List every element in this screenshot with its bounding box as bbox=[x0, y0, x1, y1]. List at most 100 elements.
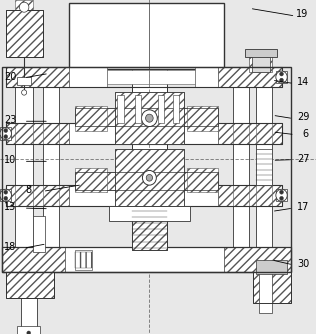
Bar bbox=[15, 88, 33, 272]
Circle shape bbox=[0, 128, 11, 140]
Circle shape bbox=[4, 135, 8, 139]
Bar bbox=[253, 272, 291, 303]
Bar bbox=[6, 185, 69, 205]
Bar bbox=[256, 185, 272, 205]
Bar bbox=[132, 205, 167, 250]
Bar bbox=[115, 149, 184, 205]
Bar bbox=[195, 67, 218, 88]
Text: 23: 23 bbox=[4, 115, 16, 125]
Bar bbox=[6, 185, 282, 205]
Bar bbox=[0, 128, 11, 140]
Text: 19: 19 bbox=[296, 9, 308, 19]
Bar bbox=[233, 185, 249, 205]
Bar bbox=[75, 172, 218, 190]
Circle shape bbox=[146, 114, 153, 122]
Bar bbox=[69, 3, 224, 69]
Bar bbox=[6, 10, 43, 56]
Bar bbox=[135, 95, 141, 123]
Bar bbox=[2, 246, 291, 272]
Bar bbox=[17, 326, 40, 334]
Bar bbox=[218, 123, 282, 144]
Bar bbox=[249, 54, 272, 72]
Bar bbox=[233, 123, 249, 144]
Bar bbox=[17, 77, 31, 85]
Bar bbox=[256, 149, 272, 185]
Bar bbox=[69, 185, 218, 205]
Bar bbox=[15, 185, 33, 205]
Bar bbox=[43, 88, 58, 272]
Bar bbox=[224, 246, 291, 272]
Bar bbox=[252, 56, 270, 72]
Bar bbox=[75, 250, 92, 270]
Circle shape bbox=[280, 190, 283, 194]
Circle shape bbox=[142, 110, 157, 127]
Bar bbox=[0, 189, 11, 201]
Circle shape bbox=[4, 196, 8, 200]
Bar bbox=[233, 88, 249, 272]
Bar bbox=[253, 272, 291, 303]
Text: 18: 18 bbox=[4, 242, 16, 252]
Bar bbox=[65, 246, 224, 272]
Bar bbox=[75, 168, 107, 192]
Bar bbox=[15, 0, 33, 10]
Bar bbox=[2, 67, 291, 272]
Bar bbox=[75, 108, 218, 126]
Circle shape bbox=[280, 78, 283, 82]
Bar bbox=[6, 123, 282, 144]
Bar bbox=[6, 123, 69, 144]
Bar bbox=[6, 67, 282, 88]
Text: 29: 29 bbox=[297, 112, 310, 122]
Bar bbox=[256, 123, 272, 144]
Text: 6: 6 bbox=[302, 129, 308, 139]
Bar bbox=[132, 67, 167, 272]
Bar bbox=[115, 149, 184, 205]
Text: 20: 20 bbox=[4, 72, 16, 82]
Text: 8: 8 bbox=[25, 185, 32, 195]
Bar bbox=[245, 49, 277, 56]
Text: 10: 10 bbox=[4, 155, 16, 165]
Bar bbox=[218, 185, 282, 205]
Bar bbox=[115, 93, 184, 144]
Bar bbox=[218, 67, 282, 88]
Text: 27: 27 bbox=[297, 154, 310, 164]
Bar bbox=[6, 272, 54, 298]
Bar bbox=[187, 106, 218, 131]
Circle shape bbox=[146, 174, 153, 181]
Circle shape bbox=[4, 190, 8, 194]
Bar bbox=[43, 123, 58, 144]
Bar bbox=[69, 123, 218, 144]
Text: 13: 13 bbox=[4, 202, 16, 212]
Bar bbox=[173, 95, 179, 123]
Circle shape bbox=[19, 2, 29, 12]
Bar bbox=[132, 205, 167, 250]
Bar bbox=[276, 71, 287, 83]
Circle shape bbox=[280, 72, 283, 76]
Circle shape bbox=[4, 129, 8, 133]
Circle shape bbox=[0, 189, 11, 201]
Bar bbox=[187, 168, 218, 192]
Bar bbox=[75, 172, 218, 190]
Bar bbox=[33, 216, 45, 252]
Bar bbox=[149, 70, 195, 84]
Bar bbox=[109, 205, 190, 221]
Bar bbox=[6, 67, 69, 88]
Bar bbox=[115, 93, 184, 144]
Circle shape bbox=[276, 189, 287, 201]
Bar bbox=[107, 70, 149, 84]
Bar bbox=[6, 272, 54, 298]
Circle shape bbox=[276, 71, 287, 83]
Bar bbox=[75, 252, 92, 268]
Circle shape bbox=[27, 331, 31, 334]
Bar bbox=[15, 123, 33, 144]
Bar bbox=[118, 95, 124, 123]
Circle shape bbox=[280, 196, 283, 200]
Bar bbox=[2, 246, 65, 272]
Text: 14: 14 bbox=[297, 77, 309, 87]
Bar bbox=[43, 185, 58, 205]
Bar bbox=[69, 67, 107, 88]
Circle shape bbox=[143, 170, 156, 185]
Text: 17: 17 bbox=[297, 202, 310, 212]
Circle shape bbox=[21, 90, 27, 95]
Bar bbox=[256, 88, 272, 272]
Bar bbox=[158, 95, 164, 123]
